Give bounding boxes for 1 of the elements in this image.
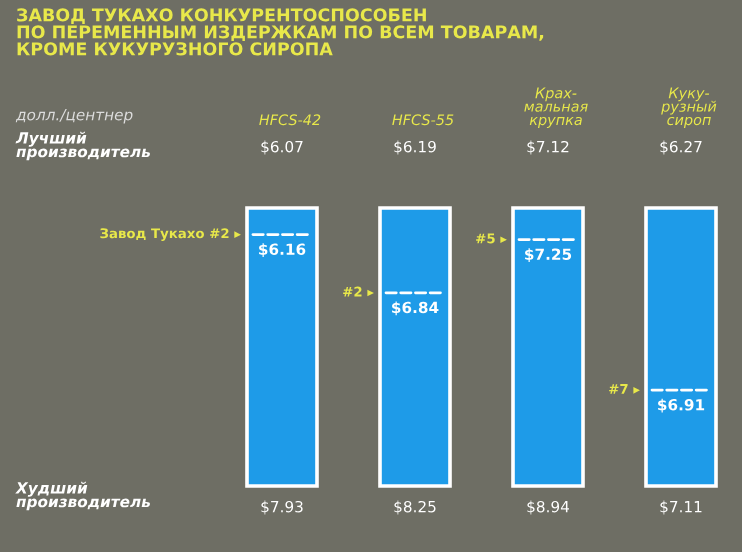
text: ЗАВОД ТУКАХО КОНКУРЕНТОСПОСОБЕН ПО ПЕРЕМЕННЫМ ИЗДЕРЖКАМ ПО ВСЕМ ТОВАРАМ, КРОМЕ КУКУРУЗНОГО СИРОПА: [17, 8, 544, 56]
